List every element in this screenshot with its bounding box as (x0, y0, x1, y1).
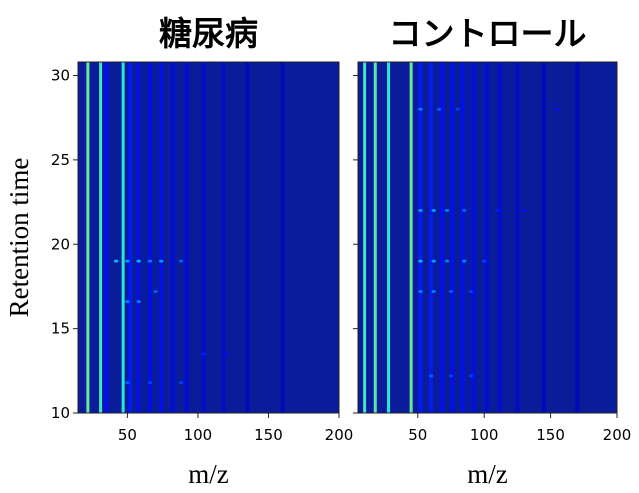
mz-column (280, 62, 285, 413)
spot (495, 209, 500, 212)
spot (178, 259, 184, 263)
spot (468, 374, 474, 378)
mz-column (429, 62, 434, 413)
mz-column (471, 62, 476, 413)
spot (431, 209, 436, 212)
mz-column (221, 62, 226, 413)
spot (153, 290, 158, 293)
plot-frame (77, 61, 340, 414)
x-axis-label: m/z (467, 459, 508, 489)
mz-column (159, 62, 164, 413)
spot (136, 259, 141, 263)
y-tick-label: 30 (51, 67, 70, 85)
spot (436, 107, 442, 111)
plot-background (78, 62, 339, 413)
spot (444, 209, 450, 212)
mz-column (104, 62, 109, 413)
mz-column (484, 62, 489, 413)
mz-column (515, 62, 520, 413)
plot-frame (357, 61, 618, 414)
spot (455, 107, 460, 111)
x-tick-label: 100 (470, 426, 499, 444)
spot (481, 259, 487, 263)
spot (147, 259, 153, 263)
mz-column (498, 62, 503, 413)
mz-column (409, 62, 413, 413)
spot (462, 209, 467, 212)
spot (136, 300, 141, 304)
x-tick-label: 150 (254, 426, 283, 444)
spot (418, 290, 423, 293)
spot (431, 290, 436, 293)
spot (159, 259, 164, 263)
y-axis-label: Retention time (4, 158, 34, 318)
panel-title: 糖尿病 (159, 14, 258, 53)
mz-column (184, 62, 189, 413)
x-axis-label: m/z (188, 459, 229, 489)
spot (125, 259, 130, 263)
spot (428, 374, 434, 378)
y-tick-label: 10 (51, 404, 70, 422)
mz-column (147, 62, 152, 413)
spot (418, 107, 423, 111)
spot (223, 352, 229, 356)
spot (418, 209, 423, 212)
spot (555, 107, 560, 111)
spot (147, 381, 153, 385)
mz-column (245, 62, 250, 413)
spot (113, 259, 119, 263)
y-tick-label: 25 (51, 151, 70, 169)
mz-column (541, 62, 546, 413)
x-tick-label: 200 (603, 426, 632, 444)
mz-column (363, 62, 367, 413)
x-tick-label: 200 (325, 426, 354, 444)
mz-column (387, 62, 391, 413)
mz-column (373, 62, 377, 413)
spot (468, 290, 474, 293)
mz-column (201, 62, 206, 413)
mz-column (99, 62, 103, 413)
x-tick-label: 50 (118, 426, 137, 444)
y-tick-label: 20 (51, 235, 70, 253)
spot (462, 259, 467, 263)
panel-title: コントロール (389, 14, 587, 53)
mz-column (575, 62, 580, 413)
spot (418, 259, 423, 263)
mz-column (170, 62, 175, 413)
mz-column (439, 62, 444, 413)
mz-column (121, 62, 125, 413)
mz-column (128, 62, 133, 413)
mz-column (450, 62, 455, 413)
spot (201, 352, 206, 356)
mz-column (136, 62, 141, 413)
spot (521, 209, 527, 212)
x-tick-label: 150 (536, 426, 565, 444)
mz-column (460, 62, 465, 413)
spot (125, 300, 130, 304)
spot (444, 259, 450, 263)
x-tick-label: 100 (184, 426, 213, 444)
spot (431, 259, 436, 263)
mz-column (418, 62, 423, 413)
x-tick-label: 50 (408, 426, 427, 444)
spot (178, 381, 184, 385)
spot (448, 374, 454, 378)
spot (448, 290, 454, 293)
spot (125, 381, 130, 385)
y-tick-label: 15 (51, 320, 70, 338)
mz-column (86, 62, 90, 413)
